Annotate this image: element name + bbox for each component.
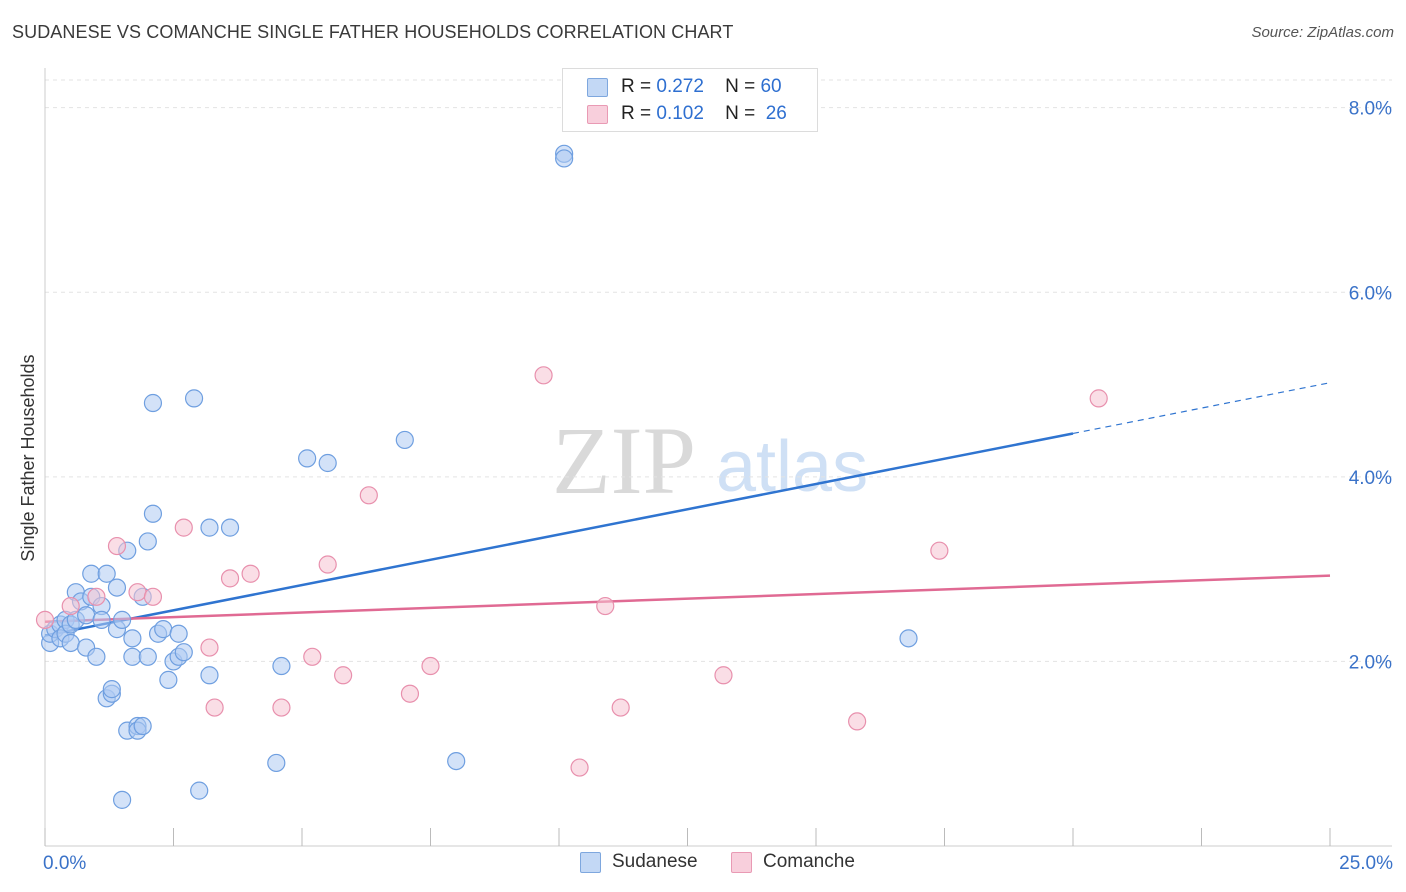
comanche-point: [1089, 389, 1108, 408]
comanche-point: [143, 587, 163, 606]
sudanese-point: [184, 389, 204, 408]
sudanese-point: [138, 647, 157, 666]
sudanese-point: [267, 753, 286, 773]
sudanese-point: [87, 647, 106, 666]
comanche-point: [334, 666, 353, 685]
comanche-swatch: [731, 852, 752, 873]
comanche-point: [241, 564, 260, 583]
chart-title: SUDANESE VS COMANCHE SINGLE FATHER HOUSE…: [12, 22, 734, 42]
sudanese-point: [318, 453, 337, 473]
sudanese-point: [138, 532, 157, 551]
comanche-point: [848, 712, 867, 731]
sudanese-point: [61, 633, 80, 653]
n-label: N =: [725, 76, 756, 97]
comanche-point: [87, 587, 106, 606]
comanche-point: [930, 541, 949, 560]
y-tick-label: 8.0%: [1349, 99, 1392, 120]
sudanese-point: [92, 610, 111, 629]
n-value: 60: [760, 76, 782, 97]
comanche-point: [61, 596, 80, 616]
comanche-point: [205, 698, 224, 717]
comanche-point: [421, 656, 440, 676]
r-value: 0.272: [656, 76, 704, 97]
sudanese-point: [899, 629, 918, 648]
comanche-point: [128, 583, 147, 602]
comanche-point: [570, 758, 589, 777]
y-tick-label: 2.0%: [1349, 652, 1392, 673]
comanche-point: [534, 366, 553, 385]
n-value: 26: [765, 103, 787, 124]
sudanese-point: [395, 430, 414, 450]
sudanese-point: [123, 629, 142, 648]
y-axis-title: Single Father Households: [18, 354, 38, 561]
comanche-label: Comanche: [763, 851, 855, 872]
source-note: Source: ZipAtlas.com: [1251, 24, 1394, 41]
watermark-atlas: atlas: [716, 427, 868, 507]
sudanese-point: [97, 564, 116, 583]
comanche-point: [318, 555, 337, 574]
watermark: ZIP atlas: [552, 407, 868, 514]
sudanese-point: [112, 610, 132, 629]
comanche-swatch: [587, 105, 608, 124]
r-value: 0.102: [656, 103, 704, 124]
y-tick-label: 4.0%: [1349, 468, 1392, 489]
sudanese-point: [123, 647, 142, 666]
comanche-point: [174, 518, 193, 537]
sudanese-swatch: [587, 78, 608, 97]
trend-lines: [44, 382, 1331, 637]
comanche-point: [611, 698, 630, 717]
sudanese-point: [82, 564, 101, 583]
sudanese-point: [272, 656, 291, 676]
sudanese-point: [102, 680, 121, 699]
comanche-point: [272, 698, 291, 717]
comanche-point: [107, 536, 127, 556]
sudanese-point: [159, 670, 178, 689]
comanche-point: [303, 647, 322, 666]
comanche-point: [714, 666, 733, 685]
sudanese-point: [143, 504, 163, 523]
sudanese-point: [154, 620, 173, 639]
sudanese-trend-extension: [1072, 382, 1331, 435]
comanche-point: [220, 569, 240, 588]
comanche-point: [359, 486, 378, 505]
sudanese-trend-line: [44, 432, 1074, 637]
comanche-point: [35, 610, 55, 629]
sudanese-point: [220, 518, 240, 537]
r-label: R =: [621, 76, 652, 97]
comanche-trend-line: [44, 574, 1331, 623]
comanche-point: [400, 684, 420, 703]
sudanese-point: [169, 624, 188, 643]
stats-legend: R = 0.272 N = 60 R = 0.102 N = 26: [562, 68, 818, 132]
sudanese-swatch: [580, 852, 601, 873]
sudanese-point: [298, 449, 317, 468]
r-label: R =: [621, 103, 652, 124]
sudanese-point: [143, 393, 163, 413]
sudanese-label: Sudanese: [612, 851, 698, 872]
sudanese-point: [77, 606, 96, 625]
y-tick-label: 6.0%: [1349, 283, 1392, 304]
axis-labels: Single Father Households 2.0% 4.0% 6.0% 8.0…: [18, 99, 1393, 874]
axes: [44, 68, 1392, 847]
sudanese-point: [190, 781, 209, 800]
data-points: [35, 144, 1108, 809]
sudanese-point: [200, 666, 219, 685]
comanche-point: [596, 596, 615, 616]
sudanese-point: [200, 518, 219, 537]
watermark-zip: ZIP: [552, 407, 696, 514]
sudanese-point: [174, 643, 193, 662]
x-tick-label: 25.0%: [1339, 853, 1393, 874]
sudanese-point: [555, 149, 574, 168]
sudanese-point: [447, 751, 466, 771]
n-label: N =: [725, 103, 756, 124]
sudanese-point: [112, 790, 132, 809]
comanche-point: [200, 638, 219, 657]
x-tick-label: 0.0%: [43, 853, 86, 874]
sudanese-point: [107, 578, 127, 597]
sudanese-point: [133, 716, 152, 736]
